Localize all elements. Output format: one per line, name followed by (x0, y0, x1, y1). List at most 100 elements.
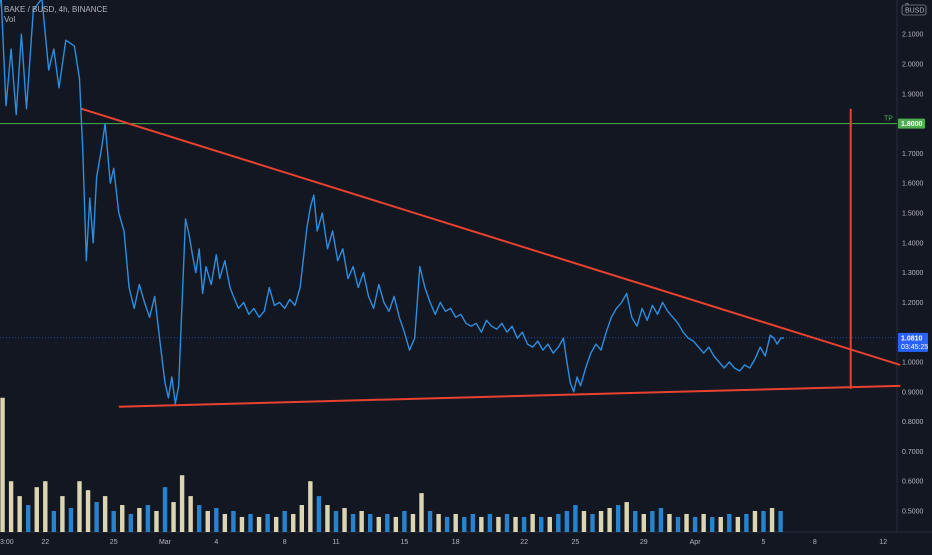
target-price-badge-label: 1.8000 (901, 121, 923, 128)
price-badges: 1.8000 1.0810 03:45:25 (898, 118, 928, 352)
volume-bar (239, 516, 245, 532)
volume-bar (530, 513, 535, 532)
x-tick-label: 22 (520, 539, 528, 546)
volume-bar (60, 496, 65, 532)
price-line (0, 0, 785, 405)
price-axis[interactable]: 2.1000 2.0000 1.9000 1.7000 1.6000 1.5000 1.40… (901, 3, 927, 516)
y-tick-label: 1.5000 (902, 211, 924, 218)
x-tick-label: 8 (813, 539, 817, 546)
x-tick-label: 29 (640, 539, 648, 546)
volume-bar (120, 505, 125, 532)
volume-bar (650, 511, 655, 532)
volume-bar (444, 516, 450, 532)
y-tick-label: 0.8000 (902, 419, 924, 426)
volume-bar (573, 505, 578, 532)
volume-bar (333, 511, 339, 532)
volume-bar (197, 505, 202, 532)
price-series (0, 0, 785, 405)
volume-bar (547, 516, 552, 532)
volume-bar (85, 490, 91, 532)
volume-bar (419, 493, 424, 532)
volume-bar (521, 516, 527, 532)
y-tick-label: 1.7000 (902, 151, 924, 158)
x-tick-label: 25 (572, 539, 580, 546)
volume-bar (350, 513, 356, 532)
volume-bar (308, 481, 313, 532)
volume-bar (0, 397, 5, 532)
y-tick-label: 0.5000 (902, 509, 924, 516)
volume-bar (675, 516, 681, 532)
volume-bar (265, 513, 270, 532)
volume-bar (684, 513, 689, 532)
currency-badge-label: BUSD (905, 8, 924, 15)
volume-bar (556, 513, 561, 532)
x-tick-label: 3:00 (0, 539, 14, 546)
x-tick-label: 25 (110, 539, 118, 546)
volume-bar (735, 516, 741, 532)
volume-bar (744, 513, 749, 532)
volume-bar (188, 496, 193, 532)
volume-bar (470, 513, 475, 532)
volume-bar (769, 508, 775, 532)
upper-trendline[interactable] (80, 107, 901, 366)
volume-bar (376, 516, 381, 532)
y-tick-label: 0.6000 (902, 479, 924, 486)
x-tick-label: 5 (762, 539, 766, 546)
volume-bar (368, 513, 373, 532)
y-tick-label: 1.0000 (902, 360, 924, 367)
volume-bar (51, 511, 57, 532)
volume-bar (624, 502, 629, 532)
volume-bar (179, 475, 185, 532)
volume-bar (77, 481, 82, 532)
y-tick-label: 1.4000 (902, 240, 924, 247)
chart-legend: BAKE / BUSD, 4h, BINANCE Vol (4, 5, 108, 25)
volume-bar (462, 516, 467, 532)
volume-bar (701, 513, 706, 532)
y-tick-label: 1.9000 (902, 91, 924, 98)
currency-badge[interactable] (901, 4, 927, 16)
volume-bar (667, 513, 672, 532)
volume-bar (402, 511, 407, 532)
target-price-badge (898, 118, 925, 129)
y-tick-label: 1.2000 (902, 300, 924, 307)
volume-bar (385, 513, 390, 532)
volume-bar (231, 511, 236, 532)
y-tick-label: 2.0000 (902, 62, 924, 69)
volume-bar (727, 513, 732, 532)
current-price-badge (898, 332, 928, 352)
x-tick-label: 15 (401, 539, 409, 546)
volume-bar (607, 508, 612, 532)
volume-bar (359, 511, 364, 532)
volume-bar (299, 505, 304, 532)
y-tick-label: 1.3000 (902, 270, 924, 277)
volume-bar (410, 513, 416, 532)
volume-bar (214, 508, 219, 532)
volume-bar (564, 511, 570, 532)
volume-bar (162, 487, 168, 532)
volume-bar (427, 511, 433, 532)
symbol-title[interactable]: BAKE / BUSD, 4h, BINANCE (4, 5, 108, 14)
volume-bar (539, 516, 544, 532)
volume-bar (778, 511, 783, 532)
volume-bar (256, 516, 262, 532)
volume-bar (8, 481, 14, 532)
target-label: TP (884, 116, 893, 123)
volume-bar (718, 516, 723, 532)
volume-bar (111, 511, 116, 532)
y-tick-label: 0.9000 (902, 389, 924, 396)
x-tick-label: Apr (690, 539, 702, 546)
volume-indicator-label[interactable]: Vol (4, 15, 16, 24)
y-tick-label: 1.6000 (902, 181, 924, 188)
x-tick-label: 4 (214, 539, 218, 546)
volume-bar (94, 502, 99, 532)
volume-bar (641, 513, 646, 532)
time-axis[interactable]: 3:00 22 25 Mar 4 8 11 15 18 22 25 29 Apr 5 8 12 (0, 539, 887, 546)
x-tick-label: 12 (879, 539, 887, 546)
lower-trendline[interactable] (118, 384, 901, 408)
volume-bar (487, 513, 493, 532)
drawing-annotations[interactable]: TP (0, 107, 901, 408)
x-tick-label: 22 (41, 539, 49, 546)
volume-bar (513, 516, 518, 532)
